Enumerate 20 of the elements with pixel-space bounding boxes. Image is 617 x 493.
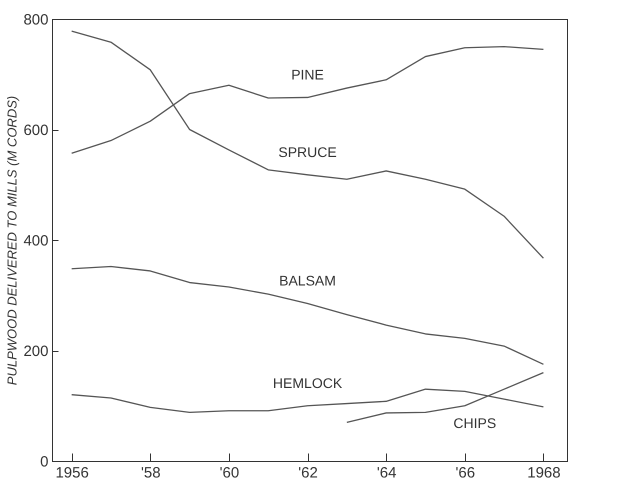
series-label: CHIPS	[453, 414, 496, 431]
y-tick-label: 600	[23, 122, 48, 139]
series-label: HEMLOCK	[272, 374, 343, 391]
x-tick-label: 1956	[55, 464, 89, 482]
y-tick-label: 0	[40, 454, 48, 470]
x-tick-label: 1968	[527, 464, 561, 482]
series-label: BALSAM	[279, 272, 336, 289]
series-label: PINE	[291, 66, 324, 82]
line-series	[71, 30, 544, 259]
line-series	[71, 266, 544, 365]
x-tick-label: '62	[298, 464, 318, 482]
series-label: SPRUCE	[278, 144, 337, 160]
x-tick-label: '66	[456, 464, 476, 482]
y-tick-label: 800	[23, 12, 48, 28]
x-tick-label: '64	[376, 464, 396, 482]
y-tick-label: 200	[23, 343, 48, 360]
x-tick-label: '58	[141, 464, 161, 482]
x-tick-label: '60	[220, 464, 240, 482]
y-axis-title: PULPWOOD DELIVERED TO MILLS (M CORDS)	[4, 96, 20, 386]
y-tick-label: 400	[23, 232, 48, 250]
